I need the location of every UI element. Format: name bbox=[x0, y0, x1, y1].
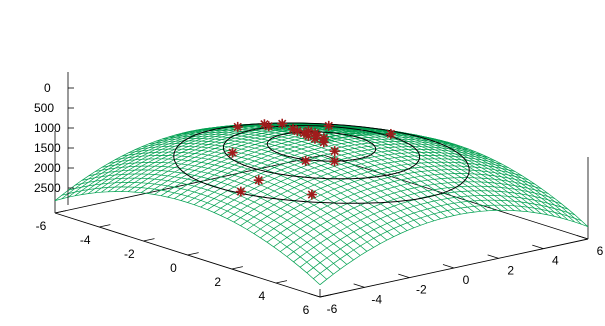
x-tick-label-3: 0 bbox=[170, 261, 177, 275]
y-tick-3 bbox=[442, 264, 455, 269]
mesh-line-x-32 bbox=[266, 173, 536, 243]
x-tick-label-1: -4 bbox=[80, 233, 91, 247]
data-point-16 bbox=[329, 146, 340, 157]
mesh-line-y-38 bbox=[309, 129, 575, 223]
mesh-line-x-27 bbox=[233, 155, 502, 223]
x-tick-label-5: 4 bbox=[258, 289, 265, 303]
data-point-1 bbox=[253, 175, 264, 186]
mesh-line-y-37 bbox=[302, 128, 569, 221]
z-tick-label-3: 1500 bbox=[34, 141, 61, 155]
contour-line-1 bbox=[222, 125, 421, 180]
mesh-line-x-24 bbox=[213, 146, 483, 213]
y-tick-6 bbox=[576, 235, 589, 240]
z-tick-label-0: 0 bbox=[44, 81, 51, 95]
data-point-15 bbox=[318, 137, 329, 148]
mesh-line-x-39 bbox=[313, 204, 582, 279]
mesh-line-x-29 bbox=[246, 161, 516, 230]
y-tick-label-1: -4 bbox=[371, 292, 382, 306]
contour-line-2 bbox=[173, 122, 470, 204]
mesh-line-x-28 bbox=[240, 158, 509, 226]
x-tick-6 bbox=[319, 294, 332, 298]
x-tick-label-0: -6 bbox=[36, 219, 47, 233]
axes-front bbox=[54, 72, 589, 298]
y-tick-2 bbox=[398, 273, 410, 279]
mesh-line-x-40 bbox=[319, 209, 589, 285]
mesh-line-x-31 bbox=[260, 169, 529, 239]
mesh-line-y-32 bbox=[269, 123, 535, 213]
mesh-line-y-2 bbox=[68, 182, 334, 275]
data-points bbox=[227, 118, 396, 200]
mesh-line-x-21 bbox=[193, 138, 463, 205]
x-tick-label-6: 6 bbox=[303, 303, 310, 317]
data-point-0 bbox=[235, 186, 246, 197]
mesh-line-y-16 bbox=[162, 135, 428, 224]
y-tick-4 bbox=[487, 254, 499, 259]
mesh-line-x-26 bbox=[227, 152, 496, 219]
mesh-line-x-30 bbox=[253, 165, 522, 234]
data-point-21 bbox=[385, 128, 396, 139]
x-tick-4 bbox=[231, 266, 243, 270]
mesh-line-x-36 bbox=[293, 190, 562, 263]
mesh-line-y-1 bbox=[61, 186, 327, 280]
y-tick-label-4: 2 bbox=[507, 263, 514, 277]
mesh-line-y-33 bbox=[276, 124, 542, 214]
mesh-line-y-22 bbox=[202, 126, 468, 214]
mesh-line-x-38 bbox=[306, 199, 575, 274]
mesh-line-x-37 bbox=[299, 195, 569, 268]
x-tick-label-4: 2 bbox=[214, 275, 221, 289]
mesh-line-y-40 bbox=[322, 133, 589, 227]
data-point-4 bbox=[277, 118, 288, 129]
tick-labels: -6 -4 -2 0 2 4 6 -6 -4 -2 0 2 4 6 0 500 1000 1500 2000 2500 bbox=[34, 81, 604, 317]
mesh-line-x-35 bbox=[286, 185, 556, 257]
data-point-3 bbox=[263, 121, 274, 132]
x-tick-label-2: -2 bbox=[124, 247, 135, 261]
mesh-line-y-0 bbox=[54, 191, 321, 285]
z-tick-label-5: 2500 bbox=[34, 181, 61, 195]
mesh-line-x-25 bbox=[220, 149, 489, 216]
mesh-line-x-33 bbox=[273, 177, 542, 248]
data-point-5 bbox=[232, 121, 243, 132]
y-tick-label-5: 4 bbox=[552, 254, 559, 268]
x-tick-0 bbox=[54, 210, 67, 214]
data-point-22 bbox=[323, 120, 334, 131]
x-tick-1 bbox=[99, 224, 111, 228]
z-tick-label-4: 2000 bbox=[34, 161, 61, 175]
mesh-line-x-34 bbox=[280, 181, 549, 252]
x-tick-2 bbox=[143, 238, 155, 242]
x-tick-5 bbox=[275, 280, 288, 284]
y-tick-label-6: 6 bbox=[597, 244, 604, 258]
y-tick-label-2: -2 bbox=[416, 283, 427, 297]
mesh-line-y-39 bbox=[316, 131, 582, 225]
data-point-20 bbox=[306, 189, 317, 200]
y-tick-5 bbox=[532, 244, 544, 250]
x-tick-3 bbox=[187, 252, 199, 256]
y-tick-0 bbox=[308, 293, 321, 298]
z-tick-label-2: 1000 bbox=[34, 121, 61, 135]
z-tick-label-1: 500 bbox=[34, 101, 54, 115]
y-tick-label-3: 0 bbox=[463, 273, 470, 287]
mesh-line-x-23 bbox=[207, 143, 476, 210]
mesh-line-y-23 bbox=[209, 125, 475, 213]
y-tick-1 bbox=[353, 283, 365, 288]
data-point-18 bbox=[329, 156, 340, 167]
y-tick-label-0: -6 bbox=[327, 302, 338, 316]
data-point-17 bbox=[300, 155, 311, 166]
data-point-19 bbox=[227, 147, 238, 158]
surface-mesh bbox=[54, 122, 589, 285]
